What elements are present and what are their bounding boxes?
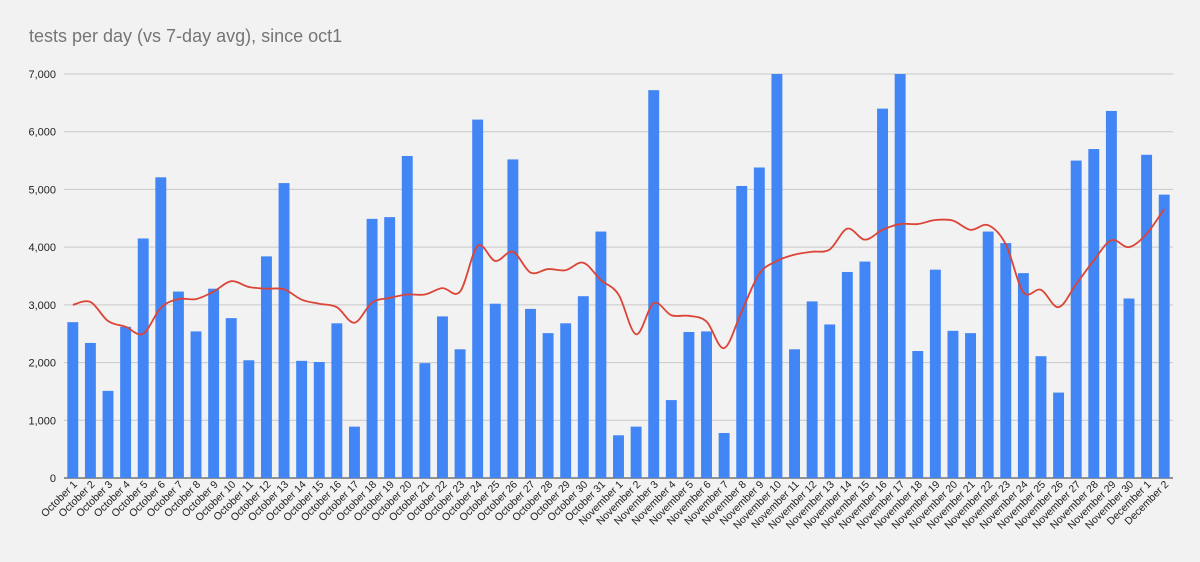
bar (648, 90, 660, 478)
bar (912, 351, 924, 478)
bar (859, 261, 871, 478)
bar (841, 271, 853, 478)
bar (683, 331, 695, 478)
bar (1123, 298, 1135, 478)
average-line (72, 208, 1165, 350)
bar (595, 231, 607, 478)
y-tick-label: 2,000 (28, 358, 56, 370)
bar (243, 360, 255, 478)
bar (102, 390, 114, 478)
bar (172, 291, 184, 478)
bar (701, 331, 712, 478)
y-tick-label: 4,000 (28, 242, 56, 254)
y-tick-label: 3,000 (28, 300, 56, 312)
bar (1000, 243, 1012, 478)
bar (525, 308, 536, 478)
y-tick-label: 1,000 (28, 415, 56, 427)
bar (824, 324, 836, 478)
bar (929, 269, 941, 478)
bar (806, 301, 818, 478)
bar (419, 363, 431, 478)
bar (1053, 392, 1065, 478)
bar (1070, 160, 1082, 479)
bar (296, 360, 308, 478)
bar (278, 183, 290, 478)
bar (1141, 154, 1153, 479)
bar (348, 426, 360, 478)
bar (665, 400, 677, 478)
bar (789, 349, 800, 478)
bar (120, 326, 132, 478)
bar (84, 342, 96, 478)
bar (560, 323, 572, 478)
chart-title: tests per day (vs 7-day avg), since oct1 (29, 26, 343, 46)
bar (313, 361, 325, 478)
bar (542, 333, 554, 478)
bar (67, 322, 79, 478)
bar (1105, 110, 1117, 479)
bar (331, 323, 343, 478)
y-tick-label: 6,000 (28, 127, 56, 139)
bar (366, 218, 378, 478)
bar (1035, 356, 1047, 478)
bar (260, 256, 272, 478)
bar (472, 119, 484, 478)
bar (190, 331, 202, 478)
bar (1088, 149, 1100, 478)
bar (947, 330, 959, 478)
bar (613, 435, 624, 478)
y-tick-label: 0 (50, 473, 56, 485)
bar (736, 185, 748, 479)
bar (489, 303, 501, 478)
bar (718, 432, 730, 478)
bar (630, 426, 642, 478)
average-line-series (72, 208, 1165, 350)
bar (507, 159, 519, 478)
y-tick-label: 5,000 (28, 184, 56, 196)
bar (437, 316, 448, 478)
y-tick-label: 7,000 (28, 69, 56, 81)
bar (384, 217, 396, 479)
bar (137, 238, 149, 478)
bar (208, 288, 220, 478)
bar-series (67, 74, 1170, 479)
bar (1017, 273, 1029, 478)
bar (753, 167, 765, 479)
bar (982, 231, 994, 478)
bar (965, 333, 977, 478)
y-axis-tick-labels: 0 1,000 2,000 3,000 4,000 5,000 6,000 7,000 (28, 69, 56, 485)
bar (401, 155, 413, 478)
bar (1158, 194, 1170, 478)
bar (894, 74, 906, 478)
bar (225, 318, 237, 478)
bar (454, 349, 466, 478)
bar (771, 74, 783, 478)
bar (155, 177, 167, 478)
bar (877, 108, 889, 478)
bar (577, 296, 589, 478)
